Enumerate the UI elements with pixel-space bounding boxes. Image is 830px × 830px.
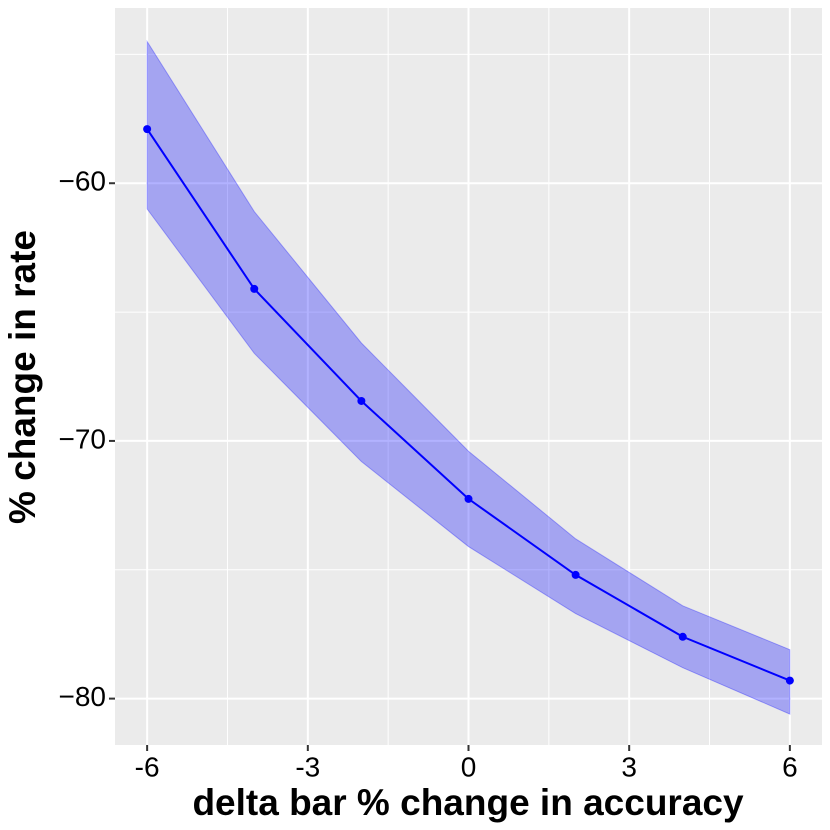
x-tick-label: 3 [621,751,637,782]
y-tick-label: −80 [59,681,107,712]
point [143,125,152,134]
x-tick-label: 6 [782,751,798,782]
point [464,494,473,503]
x-tick-label: -6 [135,751,160,782]
x-tick-label: -3 [295,751,320,782]
x-axis-title: delta bar % change in accuracy [192,782,744,823]
point [250,284,259,293]
point [571,570,580,579]
y-tick-label: −60 [59,166,107,197]
point [357,396,366,405]
y-axis-title: % change in rate [2,230,43,524]
y-tick-label: −70 [59,423,107,454]
point [785,676,794,685]
point [678,632,687,641]
x-tick-label: 0 [461,751,477,782]
confidence-band [146,39,791,715]
